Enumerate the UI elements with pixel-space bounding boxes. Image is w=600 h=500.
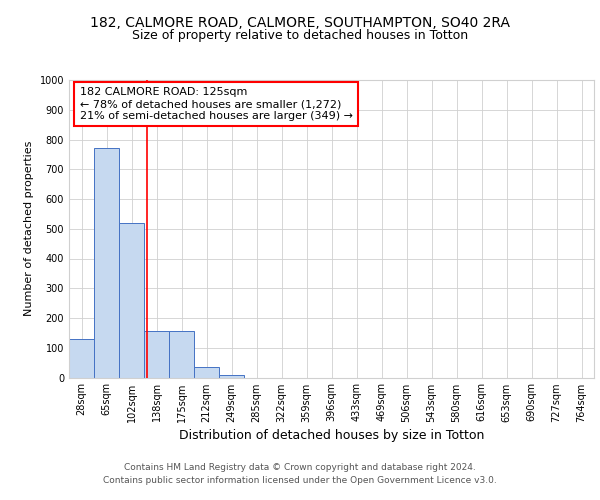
Bar — [219, 374, 244, 378]
Bar — [94, 148, 119, 378]
Bar — [144, 332, 169, 378]
Bar — [69, 339, 94, 378]
Bar — [119, 223, 144, 378]
X-axis label: Distribution of detached houses by size in Totton: Distribution of detached houses by size … — [179, 429, 484, 442]
Text: Contains public sector information licensed under the Open Government Licence v3: Contains public sector information licen… — [103, 476, 497, 485]
Text: Contains HM Land Registry data © Crown copyright and database right 2024.: Contains HM Land Registry data © Crown c… — [124, 464, 476, 472]
Text: 182 CALMORE ROAD: 125sqm
← 78% of detached houses are smaller (1,272)
21% of sem: 182 CALMORE ROAD: 125sqm ← 78% of detach… — [79, 88, 353, 120]
Text: Size of property relative to detached houses in Totton: Size of property relative to detached ho… — [132, 29, 468, 42]
Text: 182, CALMORE ROAD, CALMORE, SOUTHAMPTON, SO40 2RA: 182, CALMORE ROAD, CALMORE, SOUTHAMPTON,… — [90, 16, 510, 30]
Bar — [194, 367, 219, 378]
Y-axis label: Number of detached properties: Number of detached properties — [24, 141, 34, 316]
Bar — [169, 332, 194, 378]
